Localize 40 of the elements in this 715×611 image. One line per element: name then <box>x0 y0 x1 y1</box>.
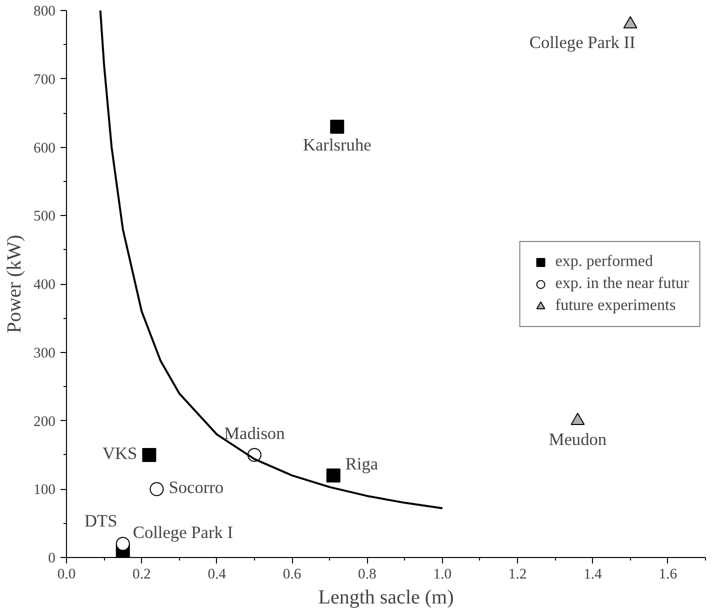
x-tick-label: 1.6 <box>658 566 678 582</box>
x-tick-label: 0.6 <box>282 566 302 582</box>
annotation: Meudon <box>548 430 607 449</box>
annotation: Karlsruhe <box>302 136 372 155</box>
annotation: College Park II <box>529 33 636 52</box>
x-tick-label: 0.0 <box>57 566 76 582</box>
annotation: DTS <box>84 512 118 531</box>
annotation: Riga <box>345 454 378 474</box>
legend-label: future experiments <box>555 296 676 314</box>
point <box>326 468 340 482</box>
x-tick-label: 0.4 <box>208 566 227 582</box>
x-tick-label: 0.2 <box>132 566 151 582</box>
annotation: Madison <box>224 424 286 443</box>
annotation: VKS <box>102 444 138 463</box>
x-tick-label: 1.4 <box>584 566 603 582</box>
y-tick-label: 800 <box>34 4 56 20</box>
point <box>570 412 585 426</box>
x-tick-label: 1.0 <box>433 566 452 582</box>
x-tick-label: 0.8 <box>358 566 376 582</box>
y-tick-label: 500 <box>34 208 56 225</box>
legend-label: exp. performed <box>555 252 653 270</box>
line-series <box>99 10 444 510</box>
y-tick-label: 0 <box>48 550 56 566</box>
point <box>150 482 164 496</box>
y-tick-label: 700 <box>34 72 56 88</box>
y-axis-title: Power (kW) <box>4 234 26 334</box>
annotation: College Park I <box>132 522 234 542</box>
x-axis-title: Length sacle (m) <box>318 586 454 608</box>
annotation: Socorro <box>168 478 224 498</box>
y-tick-label: 200 <box>34 414 56 430</box>
legend-label: exp. in the near futur <box>555 274 689 292</box>
y-tick-label: 400 <box>34 277 56 293</box>
y-tick-label: 100 <box>34 482 56 498</box>
point <box>623 16 638 28</box>
point <box>142 448 156 462</box>
point <box>330 120 344 134</box>
y-tick-label: 300 <box>34 345 56 362</box>
point <box>116 536 130 551</box>
y-tick-label: 600 <box>34 140 56 156</box>
x-tick-label: 1.2 <box>508 566 527 582</box>
